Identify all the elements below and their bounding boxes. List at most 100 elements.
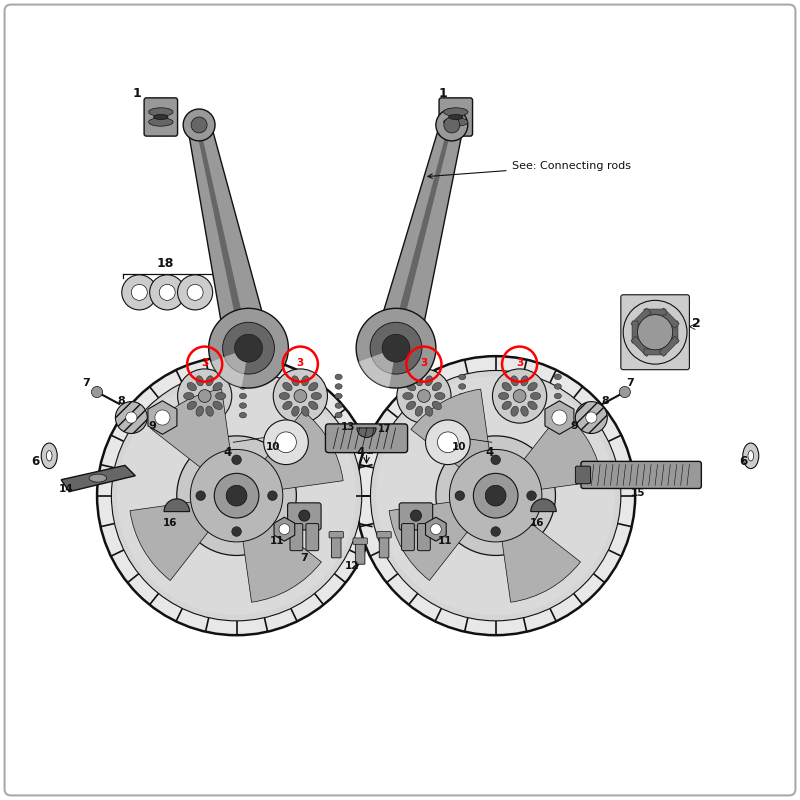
Circle shape <box>264 420 308 465</box>
Ellipse shape <box>149 108 173 116</box>
Wedge shape <box>357 428 376 438</box>
Circle shape <box>276 432 296 453</box>
Circle shape <box>552 410 567 425</box>
Ellipse shape <box>554 374 562 380</box>
Text: 4: 4 <box>356 446 365 459</box>
Ellipse shape <box>335 412 342 418</box>
Ellipse shape <box>511 406 518 416</box>
Circle shape <box>491 526 501 536</box>
Ellipse shape <box>748 450 754 461</box>
Circle shape <box>214 474 259 518</box>
Circle shape <box>491 455 501 465</box>
Circle shape <box>298 510 310 521</box>
Ellipse shape <box>521 406 528 416</box>
Ellipse shape <box>406 382 416 391</box>
Ellipse shape <box>743 443 758 469</box>
Text: 1: 1 <box>438 87 447 100</box>
Ellipse shape <box>206 406 214 416</box>
Circle shape <box>575 402 607 434</box>
Circle shape <box>279 524 290 534</box>
Circle shape <box>436 109 468 141</box>
Text: 3: 3 <box>297 358 304 368</box>
Circle shape <box>198 390 211 402</box>
Bar <box>632 321 638 343</box>
Circle shape <box>638 314 673 350</box>
FancyBboxPatch shape <box>621 294 690 370</box>
Ellipse shape <box>449 114 463 119</box>
Ellipse shape <box>239 394 246 399</box>
Ellipse shape <box>444 118 468 126</box>
Circle shape <box>190 450 283 542</box>
Bar <box>631 308 651 328</box>
Circle shape <box>234 334 262 362</box>
FancyBboxPatch shape <box>287 503 321 530</box>
Ellipse shape <box>187 382 197 391</box>
Ellipse shape <box>279 393 290 400</box>
Text: 8: 8 <box>601 396 609 406</box>
Ellipse shape <box>302 406 309 416</box>
Circle shape <box>191 117 207 133</box>
Wedge shape <box>496 496 581 602</box>
Text: 18: 18 <box>157 257 174 270</box>
Wedge shape <box>130 496 237 581</box>
FancyBboxPatch shape <box>331 534 341 558</box>
Ellipse shape <box>432 401 442 410</box>
FancyBboxPatch shape <box>439 98 473 136</box>
Circle shape <box>426 420 470 465</box>
Ellipse shape <box>502 382 511 391</box>
Ellipse shape <box>434 393 445 400</box>
FancyBboxPatch shape <box>581 462 702 489</box>
Text: 1: 1 <box>133 87 142 100</box>
Ellipse shape <box>402 393 413 400</box>
Bar <box>659 308 679 328</box>
Circle shape <box>178 369 232 423</box>
Circle shape <box>115 402 147 434</box>
Wedge shape <box>211 348 249 387</box>
Wedge shape <box>237 411 343 496</box>
Text: 7: 7 <box>82 378 90 388</box>
Ellipse shape <box>239 374 246 380</box>
Circle shape <box>178 275 213 310</box>
Wedge shape <box>496 411 602 496</box>
Wedge shape <box>389 496 496 581</box>
Circle shape <box>444 117 460 133</box>
Text: 11: 11 <box>438 535 453 546</box>
Text: 7: 7 <box>626 378 634 388</box>
Ellipse shape <box>335 402 342 408</box>
Ellipse shape <box>46 450 52 461</box>
Ellipse shape <box>292 406 299 416</box>
FancyBboxPatch shape <box>377 531 391 538</box>
Ellipse shape <box>511 376 518 386</box>
Ellipse shape <box>498 393 509 400</box>
Ellipse shape <box>554 402 562 408</box>
Ellipse shape <box>406 401 416 410</box>
Text: 7: 7 <box>301 553 308 563</box>
FancyBboxPatch shape <box>402 523 414 550</box>
Circle shape <box>122 275 157 310</box>
Circle shape <box>436 436 555 555</box>
Ellipse shape <box>239 412 246 418</box>
Circle shape <box>187 285 203 300</box>
Ellipse shape <box>425 376 433 386</box>
Text: 13: 13 <box>341 422 355 432</box>
Ellipse shape <box>213 382 222 391</box>
Circle shape <box>232 455 242 465</box>
Ellipse shape <box>149 118 173 126</box>
Wedge shape <box>164 499 190 512</box>
Circle shape <box>268 491 278 501</box>
Circle shape <box>274 369 327 423</box>
Ellipse shape <box>432 382 442 391</box>
FancyBboxPatch shape <box>306 523 318 550</box>
Ellipse shape <box>154 114 168 119</box>
Polygon shape <box>382 114 455 375</box>
Circle shape <box>177 436 296 555</box>
Circle shape <box>209 308 288 388</box>
Circle shape <box>117 376 356 615</box>
Polygon shape <box>61 466 135 492</box>
Text: 17: 17 <box>378 424 391 434</box>
FancyBboxPatch shape <box>326 424 407 453</box>
Ellipse shape <box>458 384 466 390</box>
Text: 14: 14 <box>58 485 74 494</box>
FancyBboxPatch shape <box>399 503 433 530</box>
Text: 16: 16 <box>530 518 545 528</box>
